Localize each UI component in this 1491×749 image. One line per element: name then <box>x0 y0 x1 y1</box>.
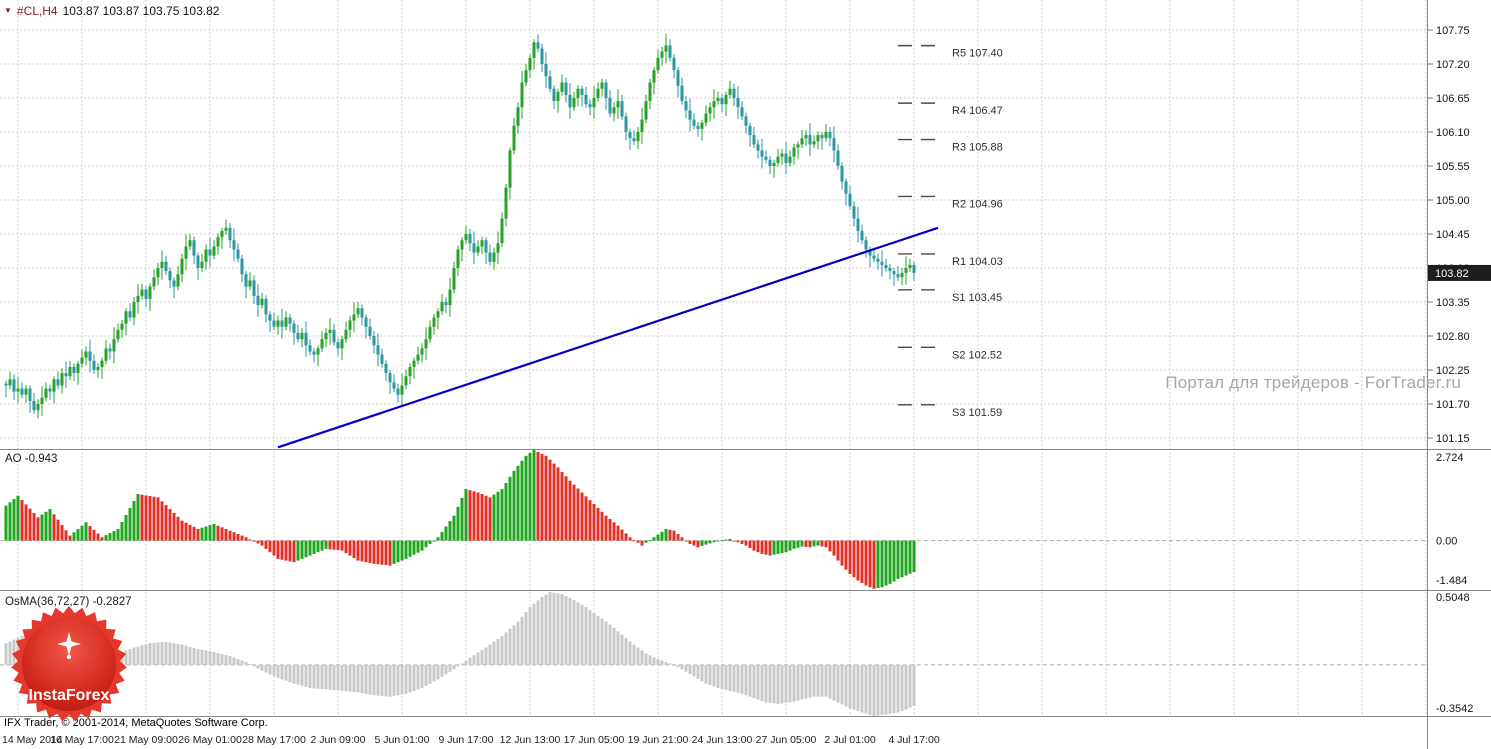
price-axis-label: 105.00 <box>1436 195 1470 207</box>
grid-layer <box>0 0 1427 716</box>
ao-axis-label: 2.724 <box>1436 452 1464 464</box>
time-axis-label: 5 Jun 01:00 <box>375 734 430 746</box>
price-axis-label: 107.75 <box>1436 25 1470 37</box>
time-axis-label: 12 Jun 13:00 <box>500 734 561 746</box>
price-axis-label: 101.15 <box>1436 433 1470 445</box>
osma-axis-label: -0.3542 <box>1436 703 1473 715</box>
current-price-label: 103.82 <box>1435 268 1469 280</box>
time-axis-label: 9 Jun 17:00 <box>439 734 494 746</box>
price-axis-label: 102.25 <box>1436 365 1470 377</box>
time-axis-label: 19 Jun 21:00 <box>628 734 689 746</box>
pivot-levels-layer: R5 107.40 R4 106.47 R3 105.88 R2 104.96 R1 1… <box>898 44 1003 419</box>
watermark-text: Портал для трейдеров - ForTrader.ru <box>1165 373 1461 392</box>
price-axis-label: 107.20 <box>1436 59 1470 71</box>
price-axis[interactable]: 107.75 107.20 106.65 106.10 105.55 105.00 104.… <box>1428 0 1491 730</box>
price-axis-label: 106.10 <box>1436 127 1470 139</box>
chart-header: ▼ #CL,H4 103.87 103.87 103.75 103.82 <box>4 4 219 18</box>
time-axis-label: 24 Jun 13:00 <box>692 734 753 746</box>
time-axis-label: 14 May 2014 <box>2 734 63 746</box>
price-axis-label: 101.70 <box>1436 399 1470 411</box>
symbol-label: #CL,H4 <box>16 4 58 18</box>
ao-bars-layer <box>4 450 916 589</box>
trend-line[interactable] <box>277 226 939 449</box>
osma-indicator-label: OsMA(36,72,27) -0.2827 <box>5 596 132 608</box>
pivot-level-label: R4 106.47 <box>952 105 1003 117</box>
time-axis-label: 17 Jun 05:00 <box>564 734 625 746</box>
time-axis-label: 27 Jun 05:00 <box>756 734 817 746</box>
osma-bars-layer <box>4 592 916 716</box>
ohlc-values: 103.87 103.87 103.75 103.82 <box>62 4 220 18</box>
price-axis-label: 105.55 <box>1436 161 1470 173</box>
current-price-marker: 103.82 <box>1428 264 1491 281</box>
price-axis-label: 104.45 <box>1436 229 1470 241</box>
ao-axis-label: 0.00 <box>1436 536 1457 548</box>
pivot-level-label: R1 104.03 <box>952 256 1003 268</box>
osma-axis-label: 0.5048 <box>1436 592 1470 604</box>
pivot-level-label: S2 102.52 <box>952 349 1002 361</box>
time-axis-label: 4 Jul 17:00 <box>888 734 940 746</box>
price-axis-label: 106.65 <box>1436 93 1470 105</box>
symbol-dropdown-icon[interactable]: ▼ <box>4 6 12 15</box>
time-axis-label: 16 May 17:00 <box>50 734 114 746</box>
price-axis-label: 102.80 <box>1436 331 1470 343</box>
candles-layer[interactable] <box>4 33 916 419</box>
ao-indicator-label: AO -0.943 <box>5 453 58 465</box>
status-bar-text: IFX Trader, © 2001-2014, MetaQuotes Soft… <box>4 717 268 729</box>
ao-axis-label: -1.484 <box>1436 575 1467 587</box>
instaforex-logo: InstaForex <box>7 602 131 726</box>
time-axis-label: 2 Jul 01:00 <box>824 734 876 746</box>
pivot-level-label: S3 101.59 <box>952 407 1002 419</box>
time-axis-label: 2 Jun 09:00 <box>311 734 366 746</box>
instaforex-logo-text: InstaForex <box>29 687 110 704</box>
time-axis-label: 26 May 01:00 <box>178 734 242 746</box>
pivot-level-label: R5 107.40 <box>952 48 1003 60</box>
pivot-level-label: S1 103.45 <box>952 292 1002 304</box>
pivot-level-label: R3 105.88 <box>952 142 1003 154</box>
instaforex-star-icon: InstaForex <box>11 606 127 722</box>
price-axis-label: 103.35 <box>1436 297 1470 309</box>
pivot-level-label: R2 104.96 <box>952 198 1003 210</box>
time-axis-label: 28 May 17:00 <box>242 734 306 746</box>
time-axis-label: 21 May 09:00 <box>114 734 178 746</box>
